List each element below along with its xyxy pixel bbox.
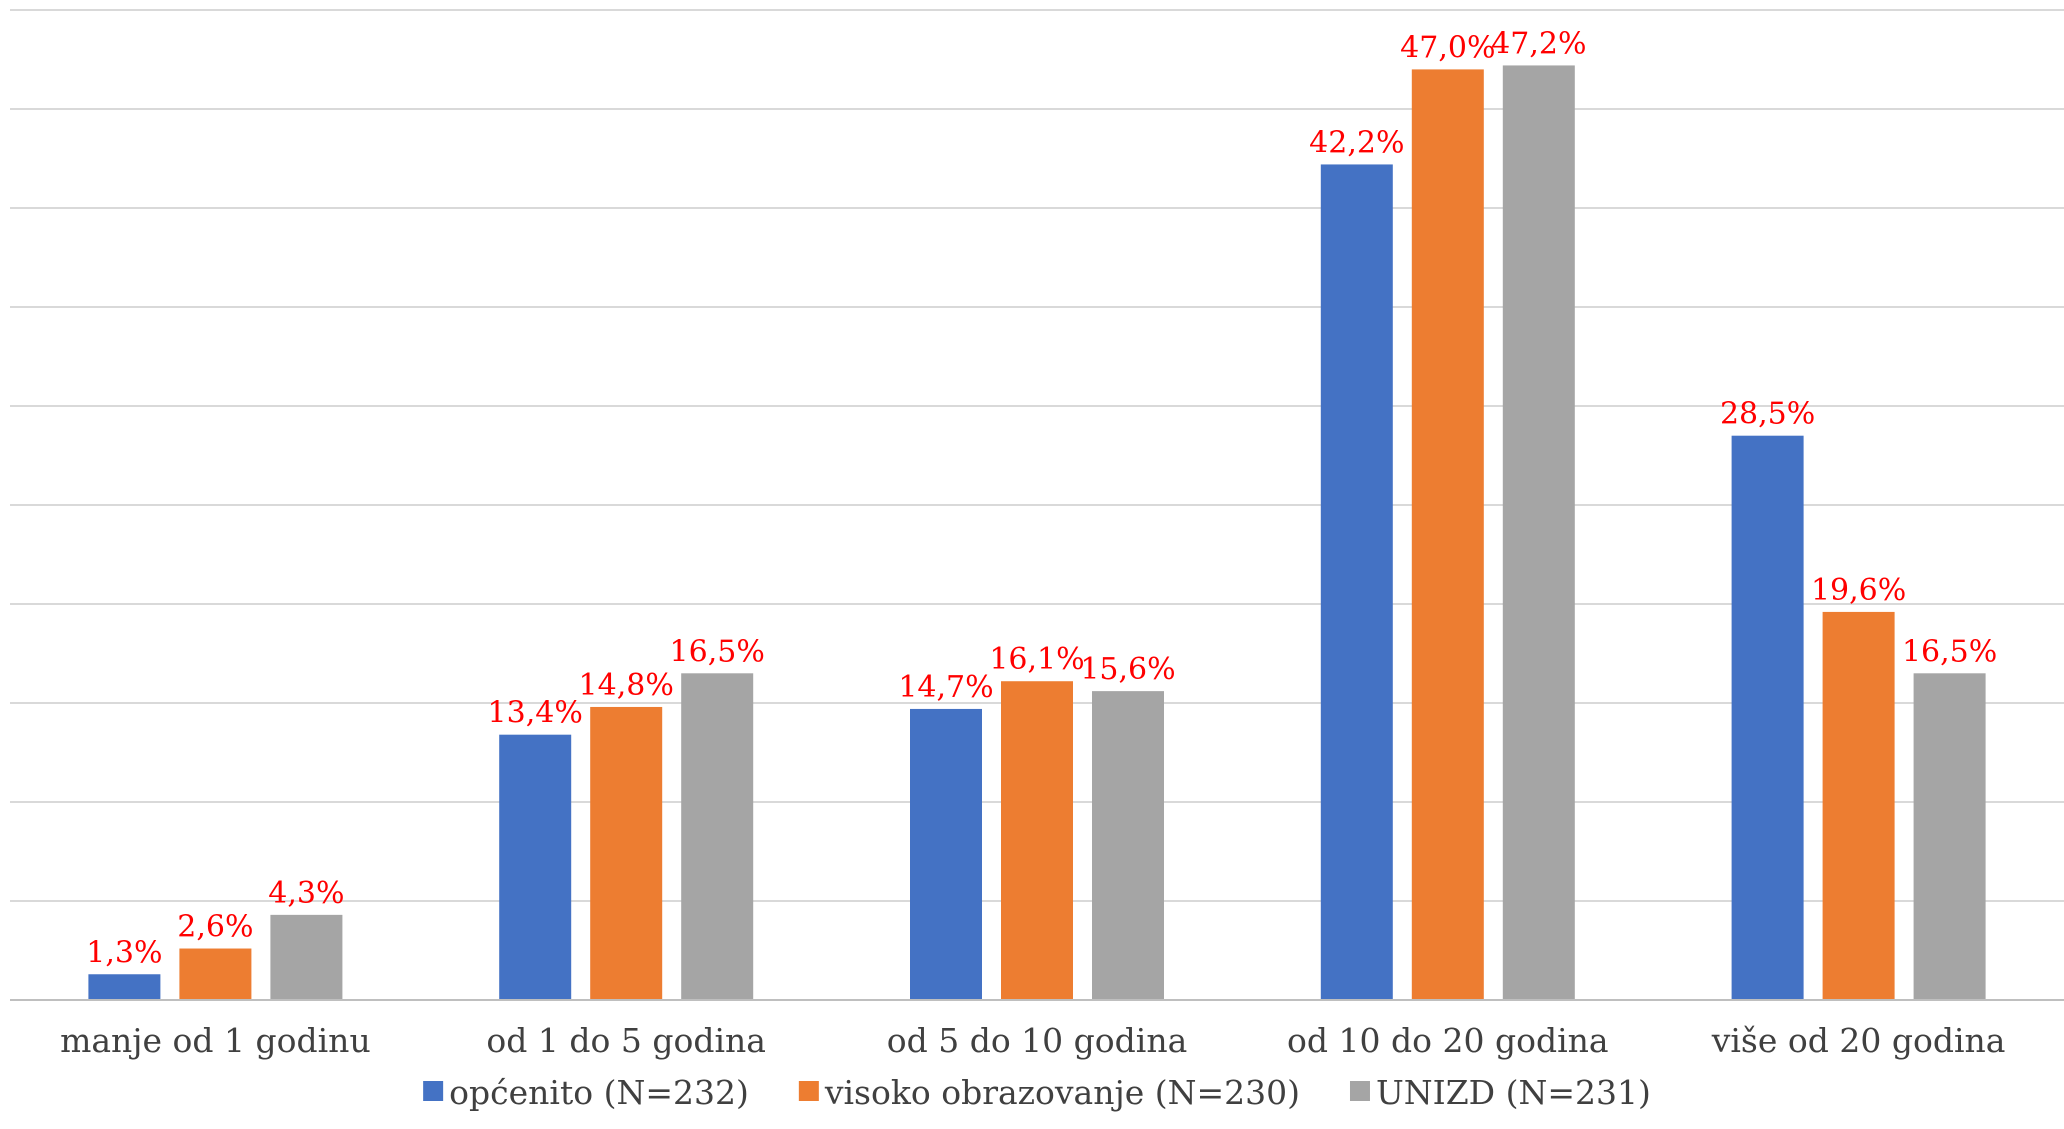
bar — [681, 673, 754, 1000]
bar — [1913, 673, 1986, 1000]
bar — [1411, 69, 1484, 1000]
data-label: 47,0% — [1400, 30, 1495, 65]
category-label: manje od 1 godinu — [60, 1021, 371, 1060]
gridlines — [10, 9, 2064, 902]
data-label: 13,4% — [488, 696, 583, 731]
legend-item: UNIZD (N=231) — [1349, 1073, 1651, 1112]
bar — [499, 734, 572, 1000]
bar — [910, 708, 982, 1000]
bar — [88, 974, 161, 1000]
legend-swatch — [1349, 1081, 1370, 1101]
legend-label: općenito (N=232) — [449, 1073, 749, 1112]
legend-item: općenito (N=232) — [423, 1073, 749, 1112]
bar — [1320, 164, 1393, 1000]
x-axis: manje od 1 godinu od 1 do 5 godina od 5 do… — [10, 999, 2064, 1060]
legend-item: visoko obrazovanje (N=230) — [798, 1073, 1300, 1112]
bar — [270, 914, 343, 1000]
legend: općenito (N=232) visoko obrazovanje (N=23… — [423, 1073, 1651, 1112]
data-label: 2,6% — [177, 910, 253, 945]
data-labels: 1,3%2,6%4,3%13,4%14,8%16,5%14,7%16,1%15,… — [86, 26, 1997, 970]
bar — [1502, 65, 1575, 1000]
bars — [88, 65, 1986, 1000]
bar — [1001, 681, 1073, 1000]
data-label: 15,6% — [1080, 652, 1175, 687]
legend-label: visoko obrazovanje (N=230) — [824, 1073, 1300, 1112]
data-label: 16,5% — [670, 634, 765, 669]
bar — [179, 948, 252, 1000]
legend-label: UNIZD (N=231) — [1376, 1073, 1651, 1112]
bar — [590, 706, 663, 1000]
data-label: 42,2% — [1309, 125, 1404, 160]
bar — [1092, 691, 1164, 1000]
bar — [1731, 435, 1804, 1000]
bar — [1822, 611, 1895, 1000]
legend-swatch — [423, 1081, 444, 1101]
category-label: od 10 do 20 godina — [1287, 1021, 1609, 1060]
category-label: od 5 do 10 godina — [887, 1021, 1188, 1060]
category-label: više od 20 godina — [1711, 1021, 2006, 1060]
legend-swatch — [798, 1081, 819, 1101]
category-label: od 1 do 5 godina — [486, 1021, 766, 1060]
data-label: 1,3% — [86, 935, 162, 970]
data-label: 4,3% — [268, 876, 344, 911]
data-label: 14,7% — [898, 670, 993, 705]
data-label: 47,2% — [1491, 26, 1586, 61]
data-label: 16,5% — [1902, 634, 1997, 669]
data-label: 14,8% — [579, 668, 674, 703]
data-label: 19,6% — [1811, 573, 1906, 608]
data-label: 16,1% — [989, 642, 1084, 677]
data-label: 28,5% — [1720, 397, 1815, 432]
